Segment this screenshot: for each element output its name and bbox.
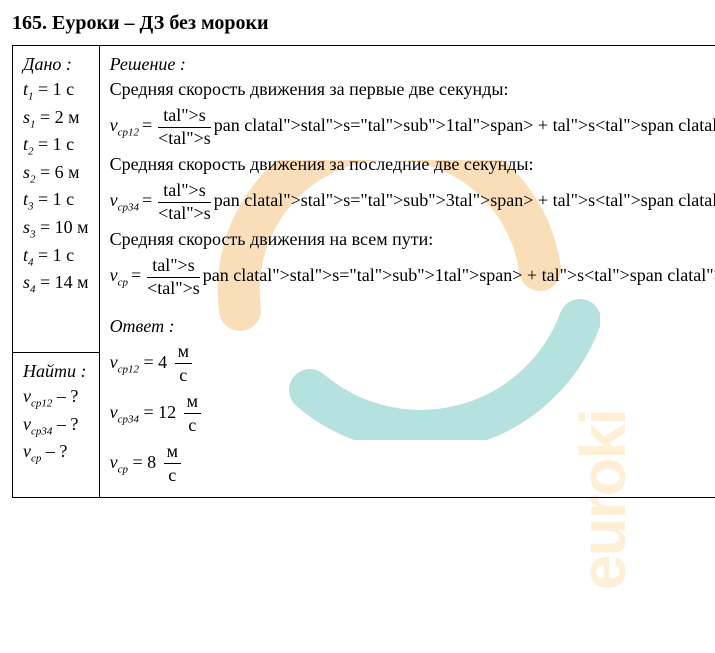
given-row: t3 = 1 с <box>23 189 89 213</box>
solution-title: Решение : <box>110 54 715 75</box>
answer-row: vср = 8 мс <box>110 441 715 487</box>
find-row: vср12 – ? <box>23 386 89 410</box>
solution-cell: Решение : Средняя скорость движения за п… <box>99 46 715 498</box>
answer-row: vср12 = 4 мс <box>110 341 715 387</box>
given-title: Дано : <box>23 54 89 75</box>
equation-2: vср34=tal">s<tal">span clatal">stal">s="… <box>110 179 715 225</box>
given-row: t4 = 1 с <box>23 245 89 269</box>
sentence-2: Средняя скорость движения за последние д… <box>110 154 715 175</box>
equation-3: vср=tal">s<tal">span clatal">stal">s="ta… <box>110 254 715 300</box>
problem-table: Дано : t1 = 1 с s1 = 2 м t2 = 1 с s2 = 6 м t… <box>12 45 715 498</box>
given-row: s2 = 6 м <box>23 162 89 186</box>
answer-title: Ответ : <box>110 316 715 337</box>
find-cell: Найти : vср12 – ? vср34 – ? vср – ? <box>13 353 100 498</box>
sentence-3: Средняя скорость движения на всем пути: <box>110 229 715 250</box>
find-row: vср34 – ? <box>23 414 89 438</box>
given-cell: Дано : t1 = 1 с s1 = 2 м t2 = 1 с s2 = 6 м t… <box>13 46 100 353</box>
sentence-1: Средняя скорость движения за первые две … <box>110 79 715 100</box>
equation-1: vср12=tal">s<tal">span clatal">stal">s="… <box>110 104 715 150</box>
given-row: s3 = 10 м <box>23 217 89 241</box>
given-row: s4 = 14 м <box>23 272 89 296</box>
answer-row: vср34 = 12 мс <box>110 391 715 437</box>
find-row: vср – ? <box>23 441 89 465</box>
given-row: t1 = 1 с <box>23 79 89 103</box>
find-title: Найти : <box>23 361 89 382</box>
given-row: s1 = 2 м <box>23 107 89 131</box>
given-row: t2 = 1 с <box>23 134 89 158</box>
page-title: 165. Еуроки – ДЗ без мороки <box>12 12 703 35</box>
